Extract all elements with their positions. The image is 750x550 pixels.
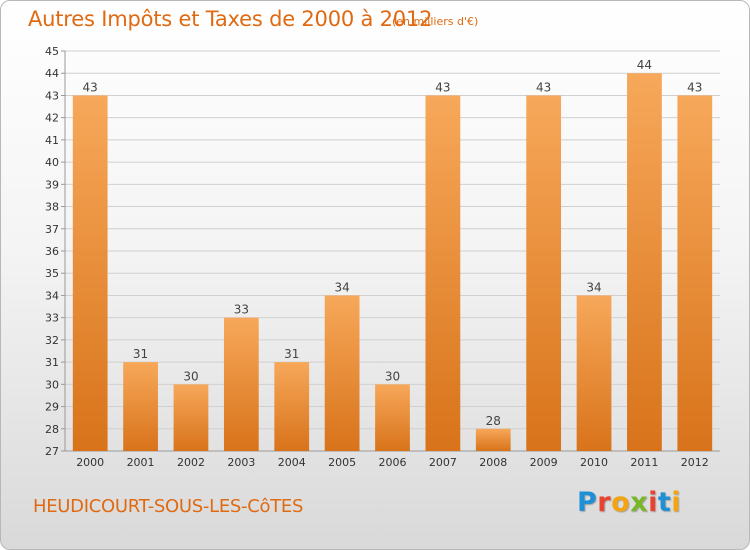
bar-2001 (123, 362, 158, 451)
bar-2004 (274, 362, 310, 451)
logo-letter-p: P (577, 487, 598, 518)
bar-2009 (526, 95, 562, 451)
y-tick-label: 42 (45, 112, 59, 125)
chart-title: Autres Impôts et Taxes de 2000 à 2012 (28, 7, 433, 31)
y-tick-label: 38 (45, 201, 59, 214)
y-tick-label: 32 (45, 334, 59, 347)
logo-letter-x: x (630, 487, 649, 518)
data-label-2004: 31 (284, 347, 299, 361)
data-label-2007: 43 (435, 80, 450, 94)
data-label-2008: 28 (486, 414, 501, 428)
data-label-2001: 31 (133, 347, 148, 361)
logo-letter-i1: i (648, 487, 658, 518)
y-tick-label: 39 (45, 178, 59, 191)
bar-2010 (576, 295, 612, 451)
bar-2002 (173, 384, 209, 451)
axes: 27 28 29 30 31 32 33 34 35 36 37 38 39 40 41 42 43 44 45 (45, 45, 720, 458)
x-tick-label-2001: 2001 (127, 456, 155, 469)
logo-letter-o: o (611, 487, 631, 518)
y-tick-label: 36 (45, 245, 59, 258)
x-tick-label-2002: 2002 (177, 456, 205, 469)
x-tick-label-2006: 2006 (379, 456, 407, 469)
data-label-2002: 30 (183, 369, 198, 383)
x-tick-label-2004: 2004 (278, 456, 306, 469)
y-tick-label: 45 (45, 45, 59, 58)
y-tick-label: 34 (45, 289, 59, 302)
bar-2006 (375, 384, 410, 451)
bar-2008 (475, 428, 511, 451)
y-tick-label: 35 (45, 267, 59, 280)
y-tick-label: 40 (45, 156, 59, 169)
x-tick-label-2009: 2009 (530, 456, 558, 469)
bar-2003 (223, 317, 259, 451)
x-tick-label-2005: 2005 (328, 456, 356, 469)
y-tick-label: 33 (45, 312, 59, 325)
y-tick-label: 27 (45, 445, 59, 458)
data-label-2009: 43 (536, 80, 551, 94)
x-tick-label-2000: 2000 (76, 456, 104, 469)
chart-subtitle: (en milliers d'€) (392, 15, 479, 28)
y-tick-label: 28 (45, 423, 59, 436)
x-tick-label-2012: 2012 (681, 456, 709, 469)
bar-chart: 27 28 29 30 31 32 33 34 35 36 37 38 39 40 41 42 43 44 45 4… (45, 45, 720, 469)
x-tick-label-2003: 2003 (227, 456, 255, 469)
data-label-2005: 34 (334, 280, 349, 294)
y-tick-label: 37 (45, 223, 59, 236)
data-label-2011: 44 (637, 58, 652, 72)
bar-2007 (425, 95, 461, 451)
town-name: HEUDICOURT-SOUS-LES-CôTES (33, 496, 304, 517)
bars (72, 73, 713, 451)
y-tick-label: 31 (45, 356, 59, 369)
y-tick-label: 41 (45, 134, 59, 147)
logo-letter-r: r (597, 487, 612, 518)
y-tick-label: 43 (45, 89, 59, 102)
data-label-2012: 43 (687, 80, 702, 94)
logo-letter-i2: i (671, 487, 682, 518)
data-label-2006: 30 (385, 369, 400, 383)
data-label-2010: 34 (586, 280, 601, 294)
labels: 43 2000 31 2001 30 2002 33 2003 31 2004 34 2005 30 20… (76, 58, 709, 469)
y-tick-label: 44 (45, 67, 59, 80)
y-tick-label: 29 (45, 401, 59, 414)
bar-2012 (677, 95, 713, 451)
y-tick-label: 30 (45, 378, 59, 391)
proxiti-logo[interactable]: Proxiti (577, 487, 681, 518)
data-label-2003: 33 (234, 303, 249, 317)
x-tick-label-2010: 2010 (580, 456, 608, 469)
x-tick-label-2007: 2007 (429, 456, 457, 469)
x-tick-label-2008: 2008 (479, 456, 507, 469)
logo-letter-t: t (657, 487, 672, 518)
data-label-2000: 43 (83, 80, 98, 94)
bar-2005 (324, 295, 360, 451)
bar-2000 (72, 95, 108, 451)
bar-2011 (627, 73, 662, 451)
x-tick-label-2011: 2011 (630, 456, 658, 469)
